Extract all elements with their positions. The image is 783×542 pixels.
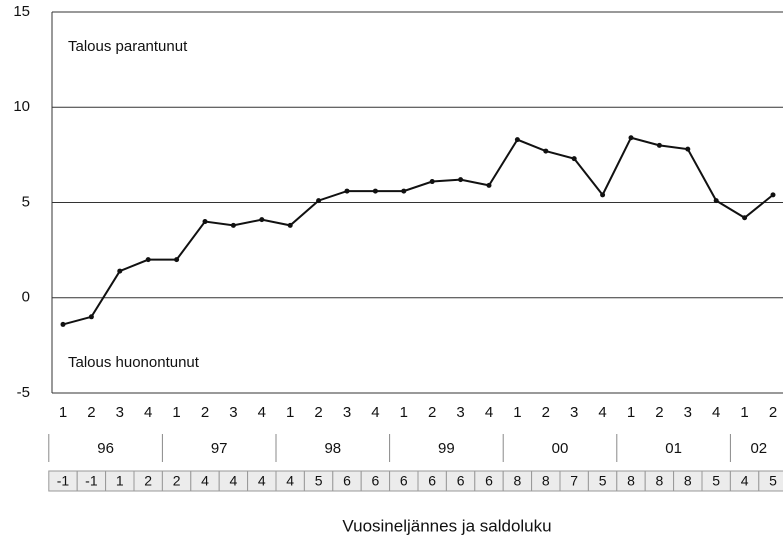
data-point xyxy=(145,257,151,263)
value-label: 8 xyxy=(542,473,550,489)
data-point xyxy=(316,198,322,204)
value-label: 8 xyxy=(627,473,635,489)
data-point xyxy=(60,321,66,327)
data-point xyxy=(685,146,691,152)
data-point xyxy=(770,192,776,198)
data-point xyxy=(401,188,407,194)
x-tick-label: 4 xyxy=(258,404,266,421)
data-point xyxy=(344,188,350,194)
x-tick-label: 1 xyxy=(513,404,521,421)
x-tick-label: 2 xyxy=(655,404,663,421)
value-label: 7 xyxy=(570,473,578,489)
value-label: 4 xyxy=(230,473,238,489)
x-tick-label: 1 xyxy=(740,404,748,421)
group-label: 99 xyxy=(438,440,455,457)
x-tick-label: 4 xyxy=(371,404,379,421)
value-label: 6 xyxy=(485,473,493,489)
data-point xyxy=(372,188,378,194)
y-tick-label: -5 xyxy=(17,384,30,401)
x-tick-label: 2 xyxy=(428,404,436,421)
value-label: 1 xyxy=(116,473,124,489)
data-point xyxy=(543,148,549,154)
x-tick-label: 1 xyxy=(400,404,408,421)
value-label: 8 xyxy=(684,473,692,489)
annotation: Talous huonontunut xyxy=(68,354,200,371)
value-label: 6 xyxy=(400,473,408,489)
x-tick-label: 1 xyxy=(172,404,180,421)
value-label: -1 xyxy=(57,473,70,489)
value-label: 4 xyxy=(741,473,749,489)
x-tick-label: 2 xyxy=(201,404,209,421)
data-point xyxy=(117,268,123,274)
data-point xyxy=(259,217,265,223)
data-line xyxy=(62,136,774,326)
value-label: 5 xyxy=(712,473,720,489)
value-label: 5 xyxy=(315,473,323,489)
group-label: 01 xyxy=(665,440,682,457)
x-tick-label: 3 xyxy=(116,404,124,421)
value-label: 6 xyxy=(428,473,436,489)
x-tick-label: 1 xyxy=(286,404,294,421)
group-label: 96 xyxy=(97,440,114,457)
value-label: 8 xyxy=(514,473,522,489)
x-tick-label: 2 xyxy=(314,404,322,421)
x-axis-label: Vuosineljännes ja saldoluku xyxy=(342,516,551,535)
x-tick-label: 2 xyxy=(87,404,95,421)
value-label: -1 xyxy=(85,473,98,489)
annotation: Talous parantunut xyxy=(68,38,188,55)
x-tick-label: 3 xyxy=(684,404,692,421)
group-label: 98 xyxy=(324,440,341,457)
x-tick-label: 2 xyxy=(769,404,777,421)
data-point xyxy=(514,137,520,143)
data-point xyxy=(571,156,577,162)
value-label: 4 xyxy=(258,473,266,489)
value-label: 8 xyxy=(656,473,664,489)
value-label: 4 xyxy=(286,473,294,489)
value-label: 5 xyxy=(769,473,777,489)
x-tick-label: 4 xyxy=(598,404,606,421)
y-tick-label: 15 xyxy=(13,3,30,20)
y-tick-label: 5 xyxy=(22,193,30,210)
data-point xyxy=(174,257,180,263)
x-tick-label: 4 xyxy=(485,404,493,421)
group-label: 97 xyxy=(211,440,228,457)
x-tick-label: 3 xyxy=(343,404,351,421)
data-point xyxy=(600,192,606,198)
data-point xyxy=(202,219,208,225)
y-tick-label: 0 xyxy=(22,289,30,306)
x-tick-label: 3 xyxy=(456,404,464,421)
data-point xyxy=(486,182,492,188)
data-point xyxy=(656,142,662,148)
group-label: 00 xyxy=(552,440,569,457)
value-label: 6 xyxy=(343,473,351,489)
x-tick-label: 3 xyxy=(229,404,237,421)
x-tick-label: 4 xyxy=(144,404,152,421)
data-point xyxy=(458,177,464,183)
x-tick-label: 1 xyxy=(627,404,635,421)
data-point xyxy=(742,215,748,221)
group-label: 02 xyxy=(750,440,767,457)
data-point xyxy=(88,314,94,320)
data-point xyxy=(628,135,634,141)
value-label: 2 xyxy=(144,473,152,489)
value-label: 6 xyxy=(372,473,380,489)
value-label: 2 xyxy=(173,473,181,489)
value-label: 6 xyxy=(457,473,465,489)
data-point xyxy=(287,222,293,228)
x-tick-label: 4 xyxy=(712,404,720,421)
value-label: 5 xyxy=(599,473,607,489)
value-cell xyxy=(758,470,783,492)
data-point xyxy=(429,179,435,185)
data-point xyxy=(230,222,236,228)
value-label: 4 xyxy=(201,473,209,489)
x-tick-label: 3 xyxy=(570,404,578,421)
data-point xyxy=(713,198,719,204)
y-tick-label: 10 xyxy=(13,98,30,115)
x-tick-label: 2 xyxy=(542,404,550,421)
x-tick-label: 1 xyxy=(59,404,67,421)
